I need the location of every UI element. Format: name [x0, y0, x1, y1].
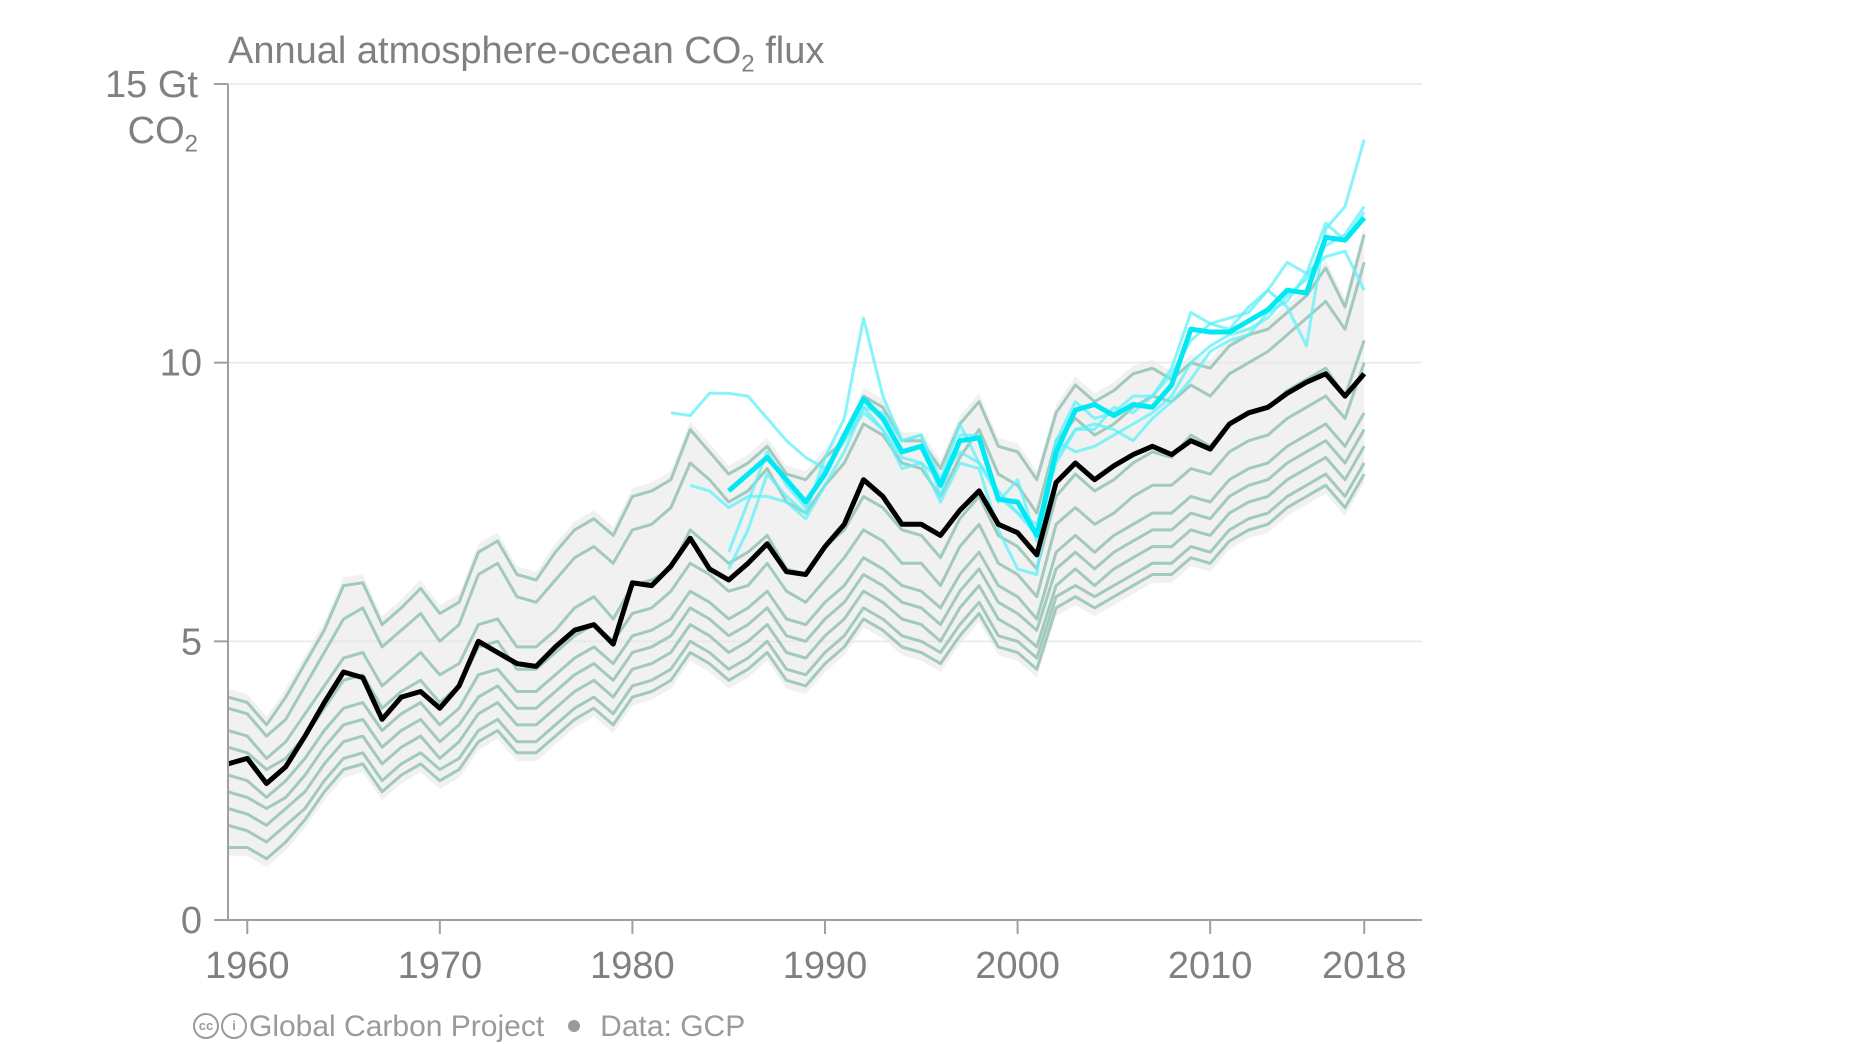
y-axis-top-tick-label: 15 Gt — [105, 64, 198, 106]
chart-title: Annual atmosphere-ocean CO2 flux — [228, 30, 825, 78]
model-line-4 — [227, 362, 1366, 771]
x-tick-label-1970: 1970 — [398, 945, 483, 987]
axes — [214, 83, 1422, 934]
model-line-7 — [227, 445, 1366, 827]
tick-labels: 0 5 10 1960 1970 1980 1990 2000 2010 2018 — [160, 343, 1407, 987]
attribution-icon: i — [221, 1013, 247, 1040]
mean-series — [227, 216, 1367, 786]
x-tick-label-2000: 2000 — [975, 945, 1060, 987]
x-tick-label-2010: 2010 — [1168, 945, 1253, 987]
creative-commons-icon: cc — [193, 1013, 219, 1040]
y-tick-label-5: 5 — [181, 621, 202, 663]
model-series — [227, 234, 1366, 861]
data-product-line-2 — [689, 211, 1366, 537]
y-tick-label-10: 10 — [160, 343, 202, 385]
data-products-mean-line — [727, 216, 1367, 538]
x-tick-label-1980: 1980 — [590, 945, 675, 987]
footer-source: Data: GCP — [600, 1010, 746, 1043]
model-spread-band — [228, 226, 1365, 868]
y-axis-unit: CO2 — [127, 110, 198, 158]
footer-org: Global Carbon Project — [249, 1010, 545, 1043]
footer-credit: cc i Global Carbon Project Data: GCP — [193, 1010, 745, 1044]
x-tick-label-1960: 1960 — [205, 945, 290, 987]
model-line-8 — [227, 462, 1366, 844]
x-tick-label-2018: 2018 — [1322, 945, 1407, 987]
y-axis-unit-label: 15 Gt CO2 — [70, 62, 198, 168]
uncertainty-band — [228, 226, 1365, 868]
model-line-5 — [227, 412, 1366, 799]
model-line-6 — [227, 428, 1366, 810]
separator-dot-icon — [568, 1020, 581, 1033]
gcp-budget-line — [227, 371, 1367, 786]
x-tick-label-1990: 1990 — [783, 945, 868, 987]
model-line-9 — [228, 473, 1366, 861]
y-tick-label-0: 0 — [181, 900, 202, 942]
